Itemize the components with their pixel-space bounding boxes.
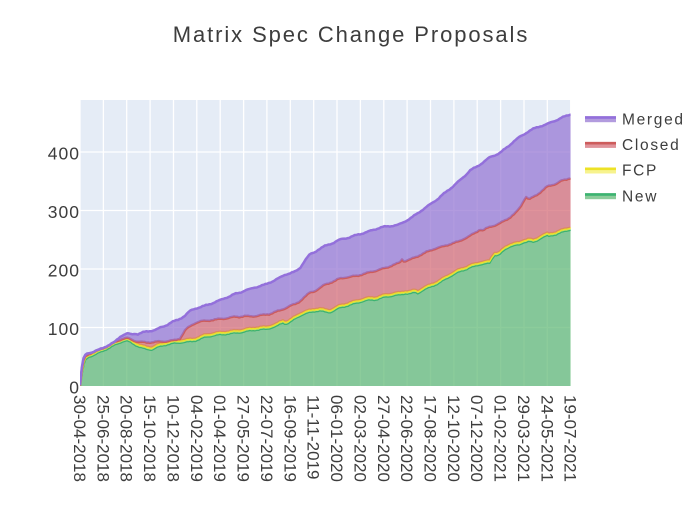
svg-text:Merged: Merged [622, 111, 685, 128]
svg-text:16-09-2019: 16-09-2019 [280, 395, 299, 482]
svg-text:New: New [622, 188, 658, 205]
svg-text:06-01-2020: 06-01-2020 [327, 395, 346, 482]
svg-text:12-10-2020: 12-10-2020 [444, 395, 463, 482]
svg-text:01-04-2019: 01-04-2019 [210, 395, 229, 482]
svg-text:22-06-2020: 22-06-2020 [397, 395, 416, 482]
svg-text:20-08-2018: 20-08-2018 [117, 395, 136, 482]
svg-text:29-03-2021: 29-03-2021 [514, 395, 533, 482]
svg-text:100: 100 [48, 319, 80, 339]
svg-text:10-12-2018: 10-12-2018 [164, 395, 183, 482]
svg-text:24-05-2021: 24-05-2021 [537, 395, 556, 482]
svg-text:200: 200 [48, 260, 80, 280]
svg-text:30-04-2018: 30-04-2018 [70, 395, 89, 482]
svg-text:17-08-2020: 17-08-2020 [421, 395, 440, 482]
svg-text:25-06-2018: 25-06-2018 [93, 395, 112, 482]
svg-text:27-04-2020: 27-04-2020 [374, 395, 393, 482]
svg-text:04-02-2019: 04-02-2019 [187, 395, 206, 482]
svg-text:400: 400 [48, 143, 80, 163]
svg-text:02-03-2020: 02-03-2020 [350, 395, 369, 482]
svg-text:15-10-2018: 15-10-2018 [140, 395, 159, 482]
svg-text:11-11-2019: 11-11-2019 [304, 395, 323, 479]
svg-text:0: 0 [69, 377, 80, 397]
svg-text:19-07-2021: 19-07-2021 [561, 395, 580, 482]
svg-text:Closed: Closed [622, 137, 680, 154]
svg-text:27-05-2019: 27-05-2019 [234, 395, 253, 482]
svg-text:300: 300 [48, 202, 80, 222]
svg-text:22-07-2019: 22-07-2019 [257, 395, 276, 482]
svg-text:07-12-2020: 07-12-2020 [467, 395, 486, 482]
svg-text:Matrix Spec Change Proposals: Matrix Spec Change Proposals [173, 22, 529, 47]
svg-text:01-02-2021: 01-02-2021 [491, 395, 510, 482]
svg-text:FCP: FCP [622, 163, 658, 180]
